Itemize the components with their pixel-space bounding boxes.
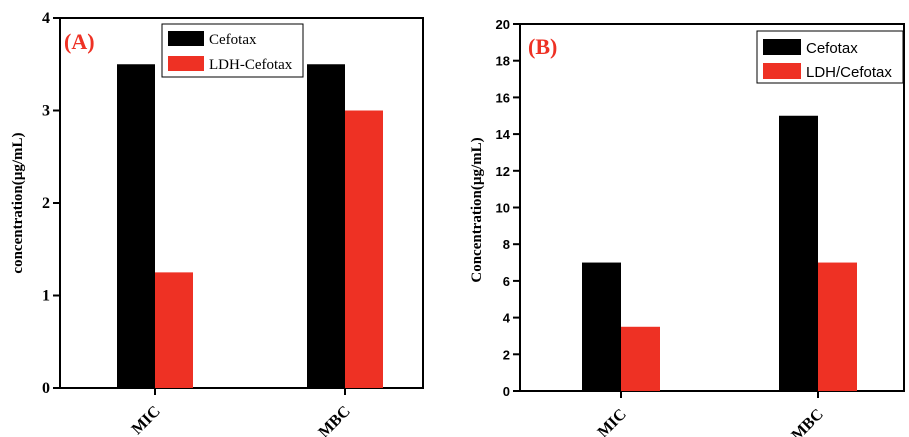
y-tick-label-b-1: 2: [503, 347, 510, 362]
x-ticks-a: MIC MBC: [129, 388, 354, 437]
bars-b: [582, 115, 857, 391]
y-ticks-a: 0 1 2 3 4: [42, 10, 60, 397]
x-tick-label-a-mbc: MBC: [315, 403, 353, 437]
legend-swatch-a-0: [168, 31, 204, 46]
bar-b-mic-ldh-cefotax: [621, 326, 660, 391]
bar-a-mbc-cefotax: [307, 64, 345, 388]
y-axis-label-a: concentration(µg/mL): [10, 132, 26, 273]
y-tick-label-a-1: 1: [42, 288, 50, 305]
x-tick-label-a-mic: MIC: [129, 403, 164, 437]
y-tick-label-b-5: 10: [496, 201, 510, 216]
legend-swatch-b-0: [763, 39, 801, 55]
legend-label-a-1: LDH-Cefotax: [209, 57, 293, 73]
bar-a-mbc-ldh-cefotax: [345, 110, 383, 388]
y-tick-label-b-0: 0: [503, 384, 510, 399]
legend-swatch-a-1: [168, 56, 204, 71]
bar-a-mic-cefotax: [117, 64, 155, 388]
y-ticks-b: 0 2 4 6 8 10 12 14 16 18 20: [496, 17, 520, 399]
y-axis-label-b: Concentration(µg/mL): [469, 137, 485, 282]
panel-label-a: (A): [64, 29, 95, 54]
y-tick-label-b-6: 12: [496, 164, 510, 179]
x-ticks-b: MIC MBC: [595, 391, 827, 437]
y-tick-label-b-2: 4: [503, 311, 511, 326]
bars-a: [117, 64, 383, 388]
y-tick-label-a-4: 4: [42, 10, 50, 27]
bar-b-mbc-cefotax: [779, 115, 818, 391]
legend-a: Cefotax LDH-Cefotax: [161, 23, 304, 78]
bar-b-mbc-ldh-cefotax: [818, 262, 857, 391]
y-tick-label-a-2: 2: [42, 195, 50, 212]
legend-label-b-0: Cefotax: [806, 40, 858, 57]
panel-label-b: (B): [528, 34, 557, 59]
y-tick-label-b-4: 8: [503, 237, 510, 252]
legend-label-a-0: Cefotax: [209, 32, 257, 48]
chart-panel-a: (A) concentration(µg/mL) 0 1 2 3 4 MIC MBC Ce…: [10, 10, 424, 437]
x-tick-label-b-mbc: MBC: [788, 406, 826, 437]
x-tick-label-b-mic: MIC: [595, 406, 630, 437]
legend-b: Cefotax LDH/Cefotax: [756, 30, 904, 84]
y-tick-label-b-10: 20: [496, 17, 510, 32]
y-tick-label-b-8: 16: [496, 90, 510, 105]
legend-swatch-b-1: [763, 63, 801, 79]
legend-label-b-1: LDH/Cefotax: [806, 64, 892, 81]
y-tick-label-b-9: 18: [496, 54, 510, 69]
bar-a-mic-ldh-cefotax: [155, 272, 193, 388]
chart-panel-b: (B) Concentration(µg/mL) 0 2 4 6 8 10 12 14 16 18…: [469, 17, 905, 437]
y-tick-label-b-7: 14: [496, 127, 511, 142]
bar-b-mic-cefotax: [582, 262, 621, 391]
y-tick-label-a-3: 3: [42, 103, 50, 120]
y-tick-label-a-0: 0: [42, 380, 50, 397]
y-tick-label-b-3: 6: [503, 274, 510, 289]
